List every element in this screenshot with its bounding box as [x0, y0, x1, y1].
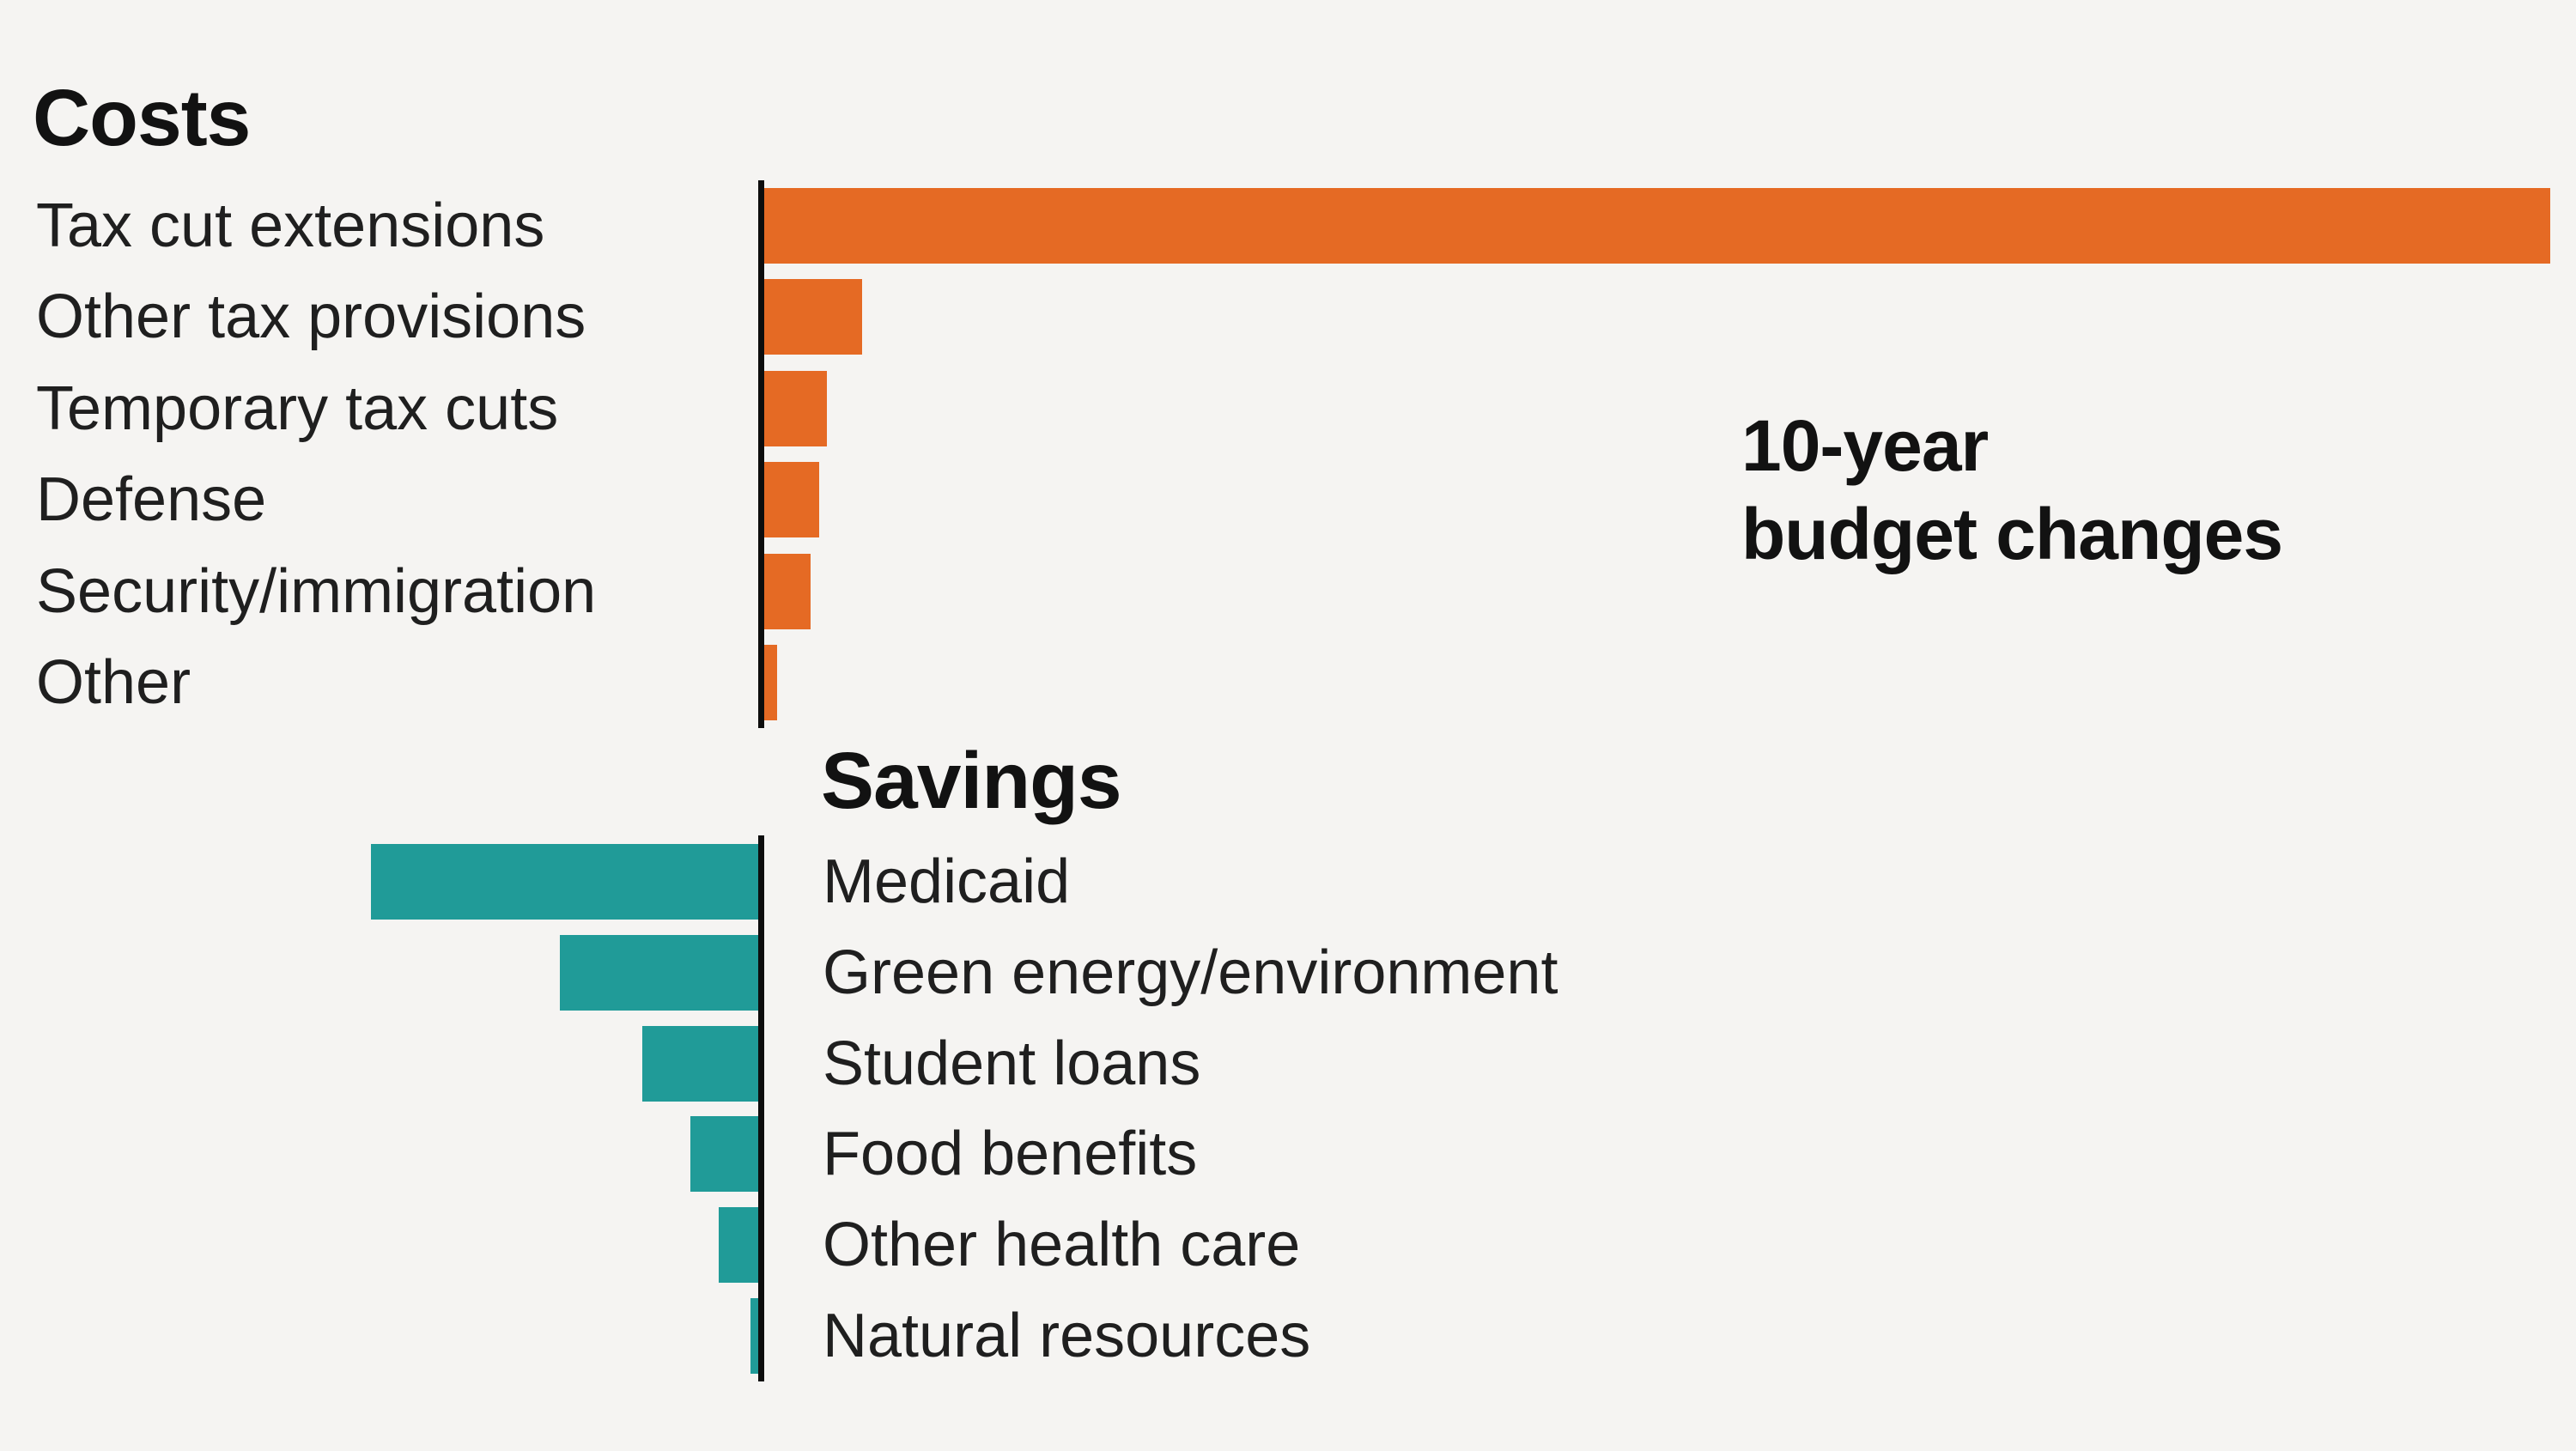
bar-label-costs-1: Other tax provisions — [36, 282, 586, 351]
savings-section-title: Savings — [821, 736, 1122, 825]
bar-savings-2 — [642, 1026, 758, 1102]
bar-costs-4 — [764, 554, 811, 629]
savings-axis-line — [758, 835, 764, 1381]
bar-costs-1 — [764, 279, 862, 355]
bar-label-costs-2: Temporary tax cuts — [36, 374, 559, 443]
costs-section-title: Costs — [33, 73, 251, 162]
annotation-line-2: budget changes — [1741, 494, 2283, 574]
bar-label-savings-0: Medicaid — [823, 847, 1071, 916]
bar-label-costs-0: Tax cut extensions — [36, 191, 545, 260]
annotation-line-1: 10-year — [1741, 405, 1989, 486]
bar-label-savings-3: Food benefits — [823, 1120, 1198, 1188]
bar-savings-5 — [750, 1298, 758, 1374]
costs-axis-line — [758, 180, 764, 728]
bar-savings-4 — [719, 1207, 758, 1283]
bar-savings-3 — [690, 1116, 758, 1192]
bar-label-costs-3: Defense — [36, 465, 267, 534]
bar-costs-2 — [764, 371, 827, 446]
bar-label-costs-4: Security/immigration — [36, 557, 597, 626]
bar-label-savings-5: Natural resources — [823, 1302, 1311, 1370]
chart-annotation: 10-year budget changes — [1741, 402, 2283, 579]
bar-costs-5 — [764, 645, 777, 720]
bar-costs-0 — [764, 188, 2550, 264]
bar-label-costs-5: Other — [36, 648, 191, 717]
bar-savings-1 — [560, 935, 758, 1011]
bar-costs-3 — [764, 462, 819, 537]
bar-label-savings-1: Green energy/environment — [823, 938, 1558, 1007]
bar-label-savings-4: Other health care — [823, 1211, 1301, 1279]
bar-label-savings-2: Student loans — [823, 1029, 1201, 1098]
bar-savings-0 — [371, 844, 758, 920]
